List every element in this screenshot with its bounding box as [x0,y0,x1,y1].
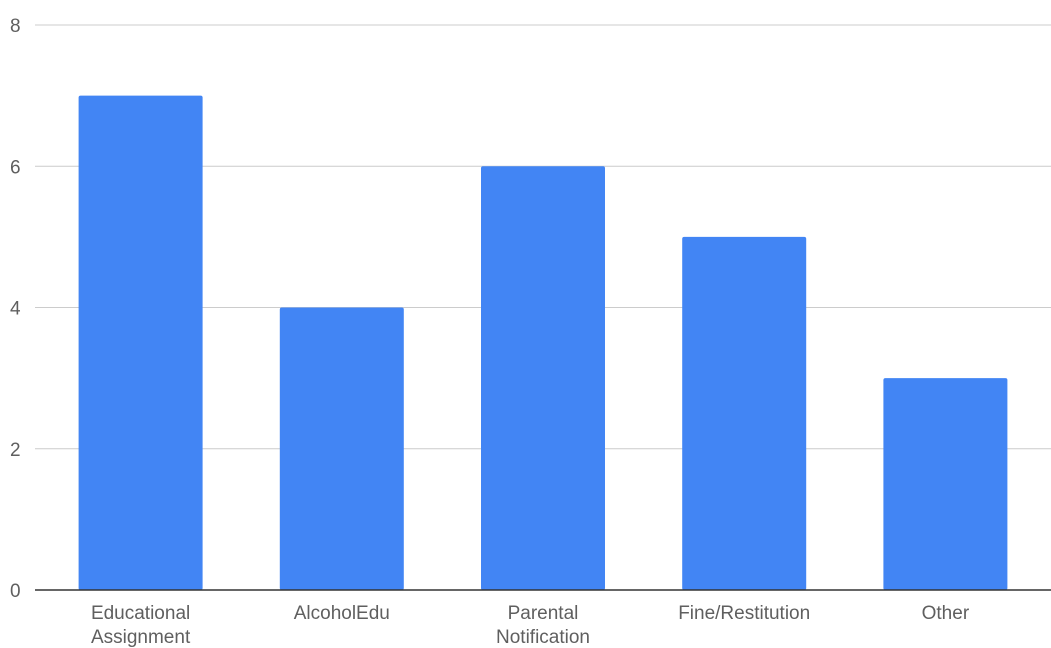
x-category-label-line: Notification [496,627,590,648]
y-tick-label: 2 [10,440,21,461]
y-tick-label: 8 [10,16,21,37]
x-category-label-line: Fine/Restitution [678,603,810,624]
x-category-label-line: AlcoholEdu [294,603,390,624]
y-tick-label: 6 [10,157,21,178]
x-category-label: Fine/Restitution [678,603,810,624]
bar-alcoholedu [279,307,404,590]
x-category-label-line: Other [922,603,970,624]
x-axis-category-labels: Educational Assignment AlcoholEdu Parental N… [91,603,970,648]
y-axis-tick-labels: 0 2 4 6 8 [10,16,21,602]
bar-parental-notification [481,166,605,590]
x-category-label: AlcoholEdu [294,603,390,624]
x-category-label: Other [922,603,970,624]
y-tick-label: 4 [10,299,21,320]
x-category-label-line: Assignment [91,627,191,648]
y-tick-label: 0 [10,581,21,602]
x-category-label-line: Parental [508,603,579,624]
x-category-label: Parental Notification [496,603,590,648]
x-category-label: Educational Assignment [91,603,191,648]
bars [78,95,1008,590]
x-category-label-line: Educational [91,603,190,624]
bar-fine-restitution [682,236,807,590]
bar-educational-assignment [78,95,203,590]
bar-other [883,378,1008,590]
